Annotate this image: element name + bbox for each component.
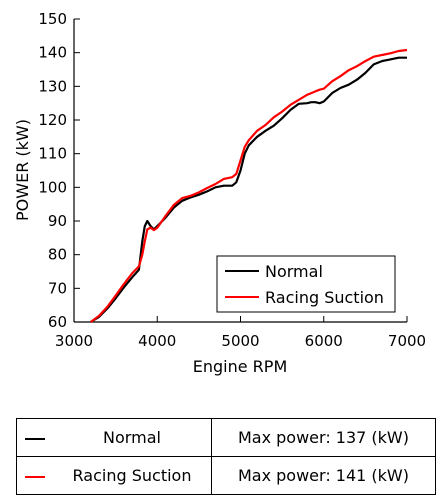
series-name-cell: Normal xyxy=(53,418,212,457)
legend-label-normal: Normal xyxy=(265,262,323,281)
swatch-cell xyxy=(16,418,53,457)
series-line-normal xyxy=(90,56,407,323)
max-power-cell: Max power: 137 (kW) xyxy=(211,418,436,457)
y-tick-label: 110 xyxy=(38,145,67,163)
y-axis-title: POWER (kW) xyxy=(13,119,32,221)
summary-table: Normal Max power: 137 (kW) Racing Suctio… xyxy=(16,418,436,495)
power-chart: 60 70 80 90 100 110 120 130 140 150 3000 4000 5000 6… xyxy=(13,10,426,376)
y-tick-label: 60 xyxy=(48,313,67,331)
x-tick-label: 7000 xyxy=(388,332,426,350)
line-swatch-normal xyxy=(25,437,45,440)
legend-label-racing: Racing Suction xyxy=(265,288,384,307)
y-tick-label: 120 xyxy=(38,111,67,129)
y-tick-label: 130 xyxy=(38,77,67,95)
x-tick-label: 6000 xyxy=(305,332,343,350)
line-swatch-racing xyxy=(25,475,45,478)
series-lines xyxy=(90,48,408,323)
y-tick-label: 70 xyxy=(48,279,67,297)
swatch-cell xyxy=(16,456,53,495)
x-tick-label: 4000 xyxy=(138,332,176,350)
y-tick-label: 150 xyxy=(38,10,67,28)
x-tick-label: 5000 xyxy=(221,332,259,350)
legend: Normal Racing Suction xyxy=(216,255,396,313)
max-power-cell: Max power: 141 (kW) xyxy=(211,456,436,495)
legend-box xyxy=(216,255,396,313)
x-tick-label: 3000 xyxy=(55,332,93,350)
y-tick-label: 80 xyxy=(48,246,67,264)
y-tick-label: 140 xyxy=(38,44,67,62)
x-ticks: 3000 4000 5000 6000 7000 xyxy=(55,316,426,350)
x-axis-title: Engine RPM xyxy=(193,357,288,376)
series-name-cell: Racing Suction xyxy=(53,456,212,495)
y-ticks: 60 70 80 90 100 110 120 130 140 150 xyxy=(38,10,80,331)
table-row: Racing Suction Max power: 141 (kW) xyxy=(16,456,436,495)
table-row: Normal Max power: 137 (kW) xyxy=(16,418,436,457)
series-line-racing-suction xyxy=(90,48,408,323)
y-tick-label: 90 xyxy=(48,212,67,230)
y-tick-label: 100 xyxy=(38,178,67,196)
